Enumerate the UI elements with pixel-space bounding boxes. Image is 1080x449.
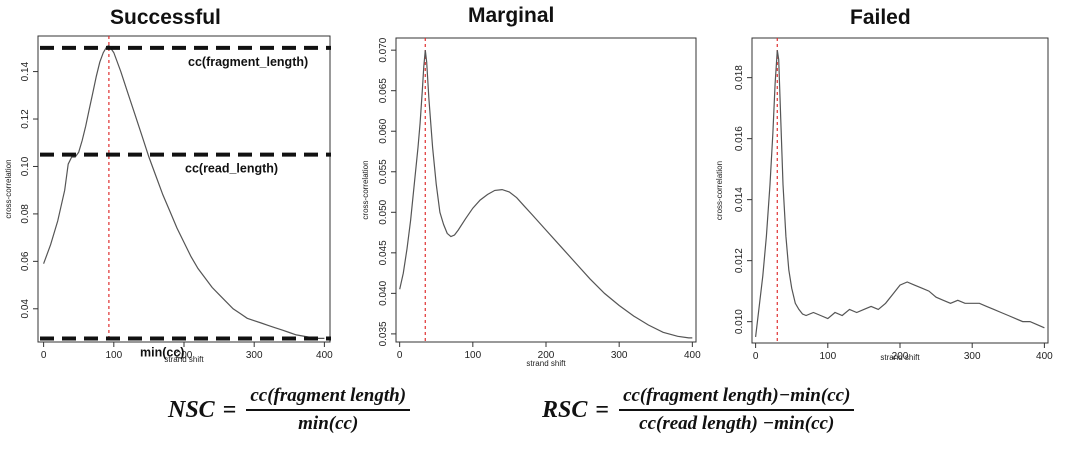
marginal-x-tick-label: 0 (397, 350, 403, 361)
failed-y-tick-label: 0.010 (734, 309, 745, 334)
marginal-y-tick-label: 0.050 (378, 199, 389, 224)
marginal-y-tick-label: 0.040 (378, 280, 389, 305)
marginal-y-tick-label: 0.055 (378, 159, 389, 184)
rsc-fraction: cc(fragment length)−min(cc) cc(read leng… (619, 385, 855, 435)
successful-x-tick-label: 100 (105, 350, 122, 361)
nsc-fraction: cc(fragment length) min(cc) (246, 385, 411, 435)
failed-y-tick-label: 0.014 (734, 187, 745, 212)
marginal-y-tick-label: 0.065 (378, 78, 389, 103)
rsc-formula: RSC = cc(fragment length)−min(cc) cc(rea… (542, 385, 855, 435)
failed-x-tick-label: 0 (753, 351, 759, 362)
marginal-y-tick-label: 0.035 (378, 321, 389, 346)
rsc-label: RSC (542, 396, 588, 423)
successful-y-tick-label: 0.12 (20, 109, 31, 129)
marginal-x-tick-label: 100 (464, 350, 481, 361)
successful-plot-frame (37, 35, 331, 343)
successful-x-tick-label: 0 (41, 350, 47, 361)
failed-title: Failed (850, 6, 911, 29)
nsc-numerator: cc(fragment length) (246, 385, 411, 411)
successful-x-axis-label: strand shift (164, 355, 204, 364)
rsc-denominator: cc(read length) −min(cc) (639, 413, 835, 434)
successful-y-tick-label: 0.04 (20, 299, 31, 319)
successful-ref-label: cc(read_length) (185, 162, 278, 176)
nsc-formula: NSC = cc(fragment length) min(cc) (168, 385, 411, 435)
failed-y-tick-label: 0.016 (734, 126, 745, 151)
successful-x-tick-label: 300 (246, 350, 263, 361)
successful-y-tick-label: 0.06 (20, 251, 31, 271)
successful-title: Successful (110, 6, 221, 29)
marginal-title: Marginal (468, 4, 555, 27)
marginal-y-tick-label: 0.060 (378, 118, 389, 143)
failed-x-tick-label: 300 (964, 351, 981, 362)
failed-x-tick-label: 100 (819, 351, 836, 362)
successful-x-tick-label: 200 (176, 350, 193, 361)
marginal-x-tick-label: 200 (538, 350, 555, 361)
rsc-numerator: cc(fragment length)−min(cc) (619, 385, 855, 411)
marginal-cross-correlation-line (399, 50, 693, 339)
successful-cross-correlation-line (43, 44, 325, 339)
successful-y-axis-label: cross-correlation (4, 159, 13, 218)
nsc-equals: = (222, 396, 237, 423)
nsc-denominator: min(cc) (298, 413, 359, 434)
successful-y-tick-label: 0.10 (20, 156, 31, 176)
marginal-y-tick-label: 0.045 (378, 240, 389, 265)
marginal-y-tick-label: 0.070 (378, 37, 389, 62)
marginal-plot-frame (395, 37, 697, 343)
successful-ref-label: cc(fragment_length) (188, 55, 308, 69)
marginal-x-tick-label: 400 (684, 350, 701, 361)
failed-y-axis-label: cross-correlation (715, 161, 724, 220)
failed-cross-correlation-line (755, 50, 1045, 337)
failed-x-tick-label: 400 (1036, 351, 1053, 362)
successful-y-tick-label: 0.14 (20, 61, 31, 81)
failed-y-tick-label: 0.012 (734, 248, 745, 273)
marginal-x-tick-label: 300 (611, 350, 628, 361)
rsc-equals: = (595, 396, 610, 423)
successful-ref-label: min(cc) (140, 345, 184, 359)
marginal-x-axis-label: strand shift (526, 359, 566, 368)
failed-x-tick-label: 200 (892, 351, 909, 362)
successful-y-tick-label: 0.08 (20, 204, 31, 224)
nsc-label: NSC (168, 396, 215, 423)
failed-plot-frame (751, 37, 1049, 344)
successful-x-tick-label: 400 (316, 350, 333, 361)
failed-x-axis-label: strand shift (880, 353, 920, 362)
failed-y-tick-label: 0.018 (734, 65, 745, 90)
marginal-y-axis-label: cross-correlation (361, 160, 370, 219)
